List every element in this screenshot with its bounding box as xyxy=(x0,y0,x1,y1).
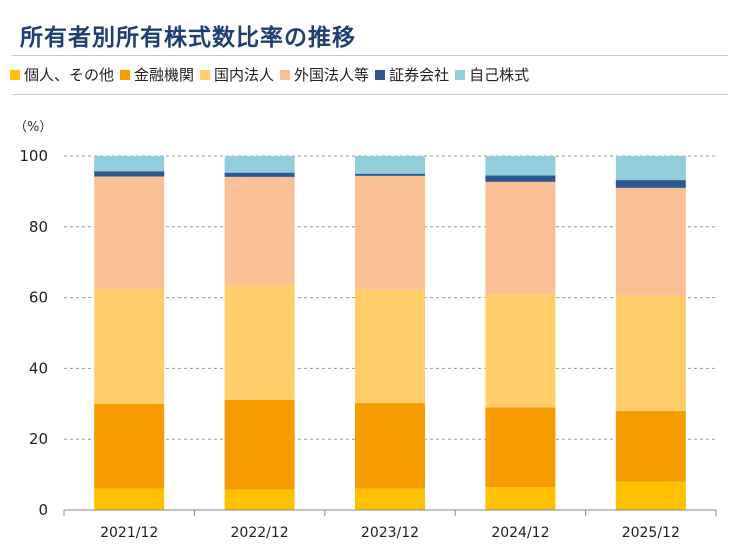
bar-segment-5 xyxy=(485,156,556,176)
bar-segment-1 xyxy=(485,407,556,487)
bar-segment-5 xyxy=(355,156,425,174)
legend-swatch xyxy=(375,69,386,80)
bar-stack-2025-12 xyxy=(615,156,686,510)
legend-swatch xyxy=(200,69,211,80)
bar-segment-1 xyxy=(224,399,295,490)
bar-segment-4 xyxy=(94,171,165,177)
bar-stack-2021-12 xyxy=(94,156,165,510)
bars xyxy=(94,156,686,510)
legend-item-treasury: 自己株式 xyxy=(455,64,529,85)
y-axis-ticks: 0 20 40 60 80 100 xyxy=(19,147,48,519)
legend-divider xyxy=(12,94,728,95)
chart-title: 所有者別所有株式数比率の推移 xyxy=(20,25,356,51)
legend-swatch xyxy=(10,69,20,80)
bar-segment-2 xyxy=(355,289,425,404)
legend-swatch xyxy=(120,69,131,80)
y-tick-label: 20 xyxy=(29,430,48,448)
legend-label: 個人、その他 xyxy=(24,66,115,84)
x-tick-label: 2022/12 xyxy=(231,525,289,541)
title-divider xyxy=(12,55,728,56)
legend-label: 金融機関 xyxy=(134,66,195,84)
legend-label: 自己株式 xyxy=(469,66,530,84)
bar-stack-2023-12 xyxy=(355,156,425,510)
bar-segment-3 xyxy=(485,181,556,295)
legend-swatch xyxy=(280,69,291,80)
bar-segment-2 xyxy=(485,294,556,408)
bar-segment-0 xyxy=(355,488,425,510)
x-tick-label: 2025/12 xyxy=(622,525,680,541)
x-tick-label: 2024/12 xyxy=(491,525,549,541)
bar-segment-4 xyxy=(485,175,556,182)
bar-stack-2024-12 xyxy=(485,156,556,510)
bar-segment-2 xyxy=(224,284,295,400)
bar-segment-2 xyxy=(615,295,686,411)
x-tick-label: 2023/12 xyxy=(361,525,419,541)
y-tick-label: 0 xyxy=(38,501,48,519)
y-tick-label: 40 xyxy=(29,359,48,377)
bar-segment-0 xyxy=(94,488,165,510)
bar-segment-0 xyxy=(615,481,686,510)
legend-item-domestic-corp: 国内法人 xyxy=(200,64,274,85)
bar-segment-5 xyxy=(615,156,686,181)
legend-item-financial: 金融機関 xyxy=(120,64,194,85)
bar-segment-1 xyxy=(615,410,686,482)
legend-label: 証券会社 xyxy=(389,66,450,84)
bar-segment-5 xyxy=(94,156,165,172)
bar-segment-5 xyxy=(224,156,295,173)
y-tick-label: 100 xyxy=(19,147,48,165)
bar-segment-2 xyxy=(94,288,165,404)
legend-label: 外国法人等 xyxy=(294,66,370,84)
y-tick-label: 80 xyxy=(29,218,48,236)
legend-label: 国内法人 xyxy=(214,66,275,84)
bar-segment-4 xyxy=(224,172,295,177)
x-axis: 2021/12 2022/12 2023/12 2024/12 2025/12 xyxy=(63,509,717,541)
bar-segment-3 xyxy=(615,187,686,296)
y-tick-label: 60 xyxy=(29,289,48,307)
bar-segment-3 xyxy=(224,176,295,285)
bar-segment-1 xyxy=(94,403,165,489)
legend-item-foreign: 外国法人等 xyxy=(280,64,369,85)
legend-swatch xyxy=(455,69,466,80)
bar-segment-4 xyxy=(615,180,686,188)
bar-stack-2022-12 xyxy=(224,156,295,510)
bar-segment-3 xyxy=(355,175,425,290)
legend-item-securities: 証券会社 xyxy=(375,64,449,85)
bar-segment-3 xyxy=(94,176,165,289)
y-axis-unit-label: （%） xyxy=(14,120,53,135)
legend-item-individual: 個人、その他 xyxy=(10,64,114,85)
legend: 個人、その他 金融機関 国内法人 外国法人等 証券会社 自己株式 xyxy=(10,64,535,85)
bar-segment-4 xyxy=(355,173,425,176)
bar-segment-0 xyxy=(224,489,295,510)
bar-segment-0 xyxy=(485,486,556,510)
bar-segment-1 xyxy=(355,403,425,489)
x-tick-label: 2021/12 xyxy=(100,525,158,541)
